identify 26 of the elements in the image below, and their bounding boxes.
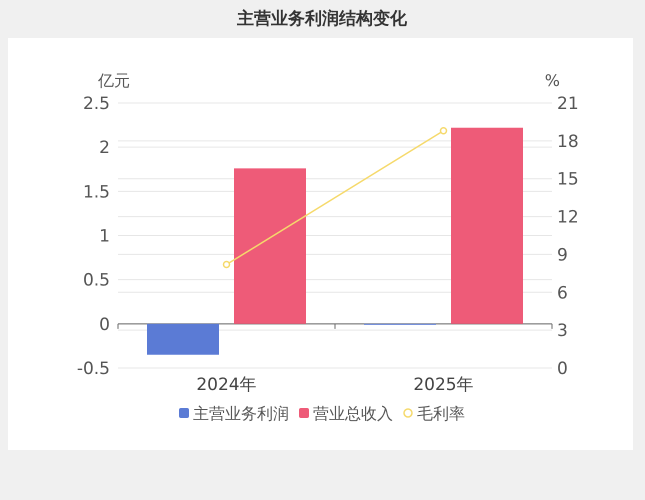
y2-tick-label: 9 (557, 245, 568, 266)
y-tick-label: 0 (99, 314, 110, 335)
y2-tick-label: 3 (557, 321, 568, 342)
y2-tick-label: 18 (557, 132, 579, 152)
y-tick-label: 0.5 (82, 270, 110, 291)
x-tick-label: 2024年 (196, 375, 257, 395)
bar (451, 128, 523, 324)
legend-label: 主营业务利润 (193, 404, 289, 423)
y2-tick-label: 12 (557, 208, 579, 228)
y2-tick-label: 21 (557, 94, 579, 114)
y-tick-label: 2 (99, 138, 110, 158)
y-axis-title: 亿元 (97, 71, 130, 90)
x-tick-label: 2025年 (413, 375, 474, 395)
y-tick-label: 1 (99, 226, 110, 246)
y2-tick-label: 15 (557, 170, 579, 190)
y-tick-label: 1.5 (82, 182, 110, 202)
y-tick-label: -0.5 (76, 359, 110, 379)
bar (147, 324, 219, 355)
bar (234, 168, 306, 324)
y2-tick-label: 6 (557, 283, 568, 304)
y2-tick-label: 0 (557, 359, 568, 379)
legend-label: 毛利率 (417, 404, 465, 423)
chart-title: 主营业务利润结构变化 (236, 9, 408, 29)
y-tick-label: 2.5 (82, 94, 110, 114)
y2-axis-title: % (544, 71, 560, 90)
legend-label: 营业总收入 (313, 404, 393, 423)
